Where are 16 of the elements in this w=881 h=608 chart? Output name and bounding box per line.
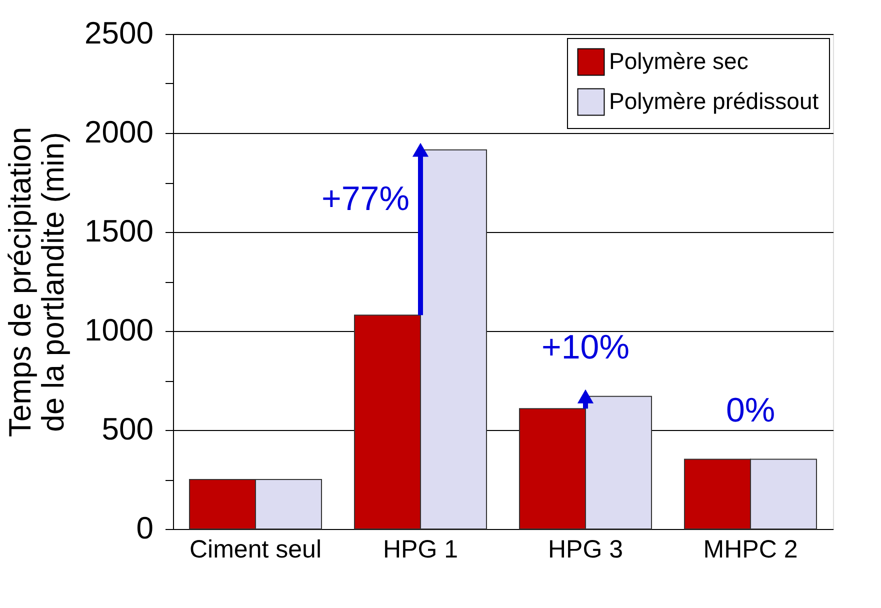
y-tick-label: 1000 [84, 312, 154, 348]
x-tick-label: Ciment seul [190, 536, 322, 564]
y-tick-label: 1500 [84, 214, 154, 248]
x-tick-label: HPG 3 [548, 536, 624, 564]
x-tick-label: MHPC 2 [703, 536, 798, 564]
y-axis-title: Temps de précipitation de la portlandite (min) [2, 126, 71, 438]
legend-label: Polymère sec [609, 48, 748, 74]
y-tick-label: 2500 [84, 16, 154, 50]
x-tick-label: HPG 1 [382, 536, 458, 564]
annotation: +10% [542, 328, 630, 366]
annotation: 0% [726, 391, 776, 430]
y-tick-label: 0 [136, 510, 154, 546]
annotation: +77% [322, 180, 410, 218]
y-tick-label: 500 [102, 412, 154, 446]
legend-label: Polymère prédissout [609, 88, 820, 114]
y-tick-label: 2000 [84, 114, 154, 150]
